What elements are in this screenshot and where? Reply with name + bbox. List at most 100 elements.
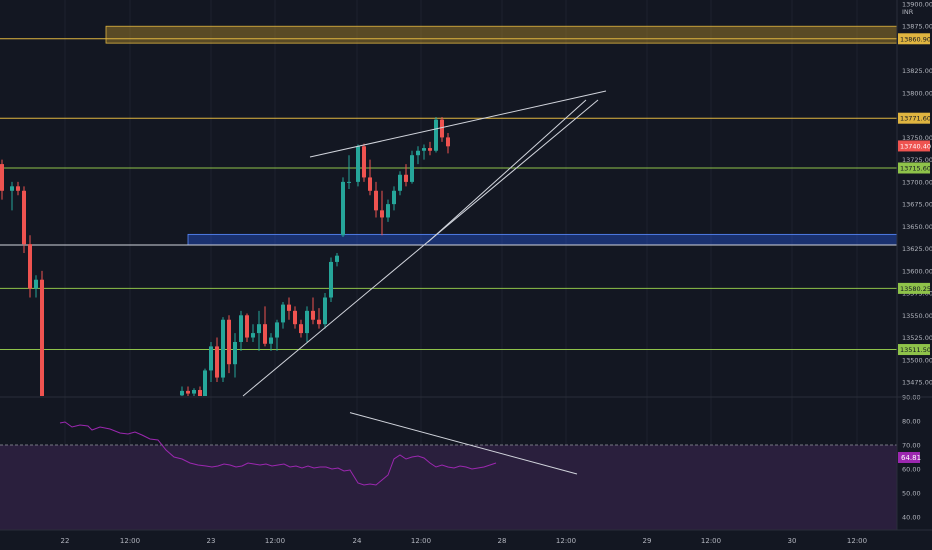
candle[interactable] [180, 386, 184, 396]
candle-body [311, 310, 315, 320]
resistance-zone[interactable] [105, 25, 898, 44]
candle-body [341, 181, 345, 236]
candle[interactable] [0, 159, 4, 200]
candle[interactable] [245, 313, 249, 342]
price-tick-label: 13625.00 [902, 245, 932, 253]
candle-body [356, 146, 360, 182]
candle-body [281, 304, 285, 323]
resistance-price-label: 13860.90 [900, 35, 931, 43]
candle[interactable] [404, 164, 408, 187]
candle[interactable] [22, 186, 26, 254]
trendlines[interactable] [242, 90, 607, 397]
support-price-badge [898, 344, 930, 356]
candle[interactable] [410, 150, 414, 184]
candle-body [317, 319, 321, 325]
candle[interactable] [311, 297, 315, 325]
candle[interactable] [16, 181, 20, 196]
candle-body [398, 174, 402, 191]
candle[interactable] [362, 143, 366, 182]
candle[interactable] [305, 306, 309, 342]
rsi-series-line[interactable] [59, 421, 497, 486]
rsi-band-fill [0, 445, 897, 530]
rsi-trendline[interactable] [349, 412, 578, 475]
candle[interactable] [356, 144, 360, 187]
candle[interactable] [287, 297, 291, 320]
candle[interactable] [347, 155, 351, 189]
candle-body [329, 261, 333, 298]
time-axis[interactable]: 22 12:00 23 12:00 24 12:00 28 12:00 29 12:00 30 12:… [61, 537, 868, 545]
horizontal-levels[interactable] [0, 38, 897, 351]
candle[interactable] [341, 177, 345, 238]
trendline[interactable] [242, 99, 599, 397]
candle[interactable] [392, 186, 396, 211]
resistance-price-badge [898, 33, 930, 45]
candle-body [263, 324, 267, 344]
time-tick-label: 24 [353, 537, 362, 545]
candle[interactable] [434, 116, 438, 153]
candle[interactable] [416, 146, 420, 165]
candle-body [305, 310, 309, 334]
candle[interactable] [10, 181, 14, 211]
candle[interactable] [263, 306, 267, 347]
candle[interactable] [428, 141, 432, 156]
candle[interactable] [317, 308, 321, 329]
candle[interactable] [299, 319, 303, 338]
candle[interactable] [386, 199, 390, 222]
price-tick-label: 13900.00 [902, 1, 932, 9]
candle[interactable] [257, 310, 261, 351]
candle[interactable] [34, 275, 38, 298]
candle[interactable] [227, 315, 231, 374]
candle[interactable] [293, 306, 297, 329]
candle-body [422, 148, 426, 151]
candle[interactable] [440, 116, 444, 142]
candle-body [287, 304, 291, 311]
candle-body [239, 315, 243, 342]
candle-body [186, 390, 190, 394]
candle[interactable] [40, 270, 44, 396]
candle-body [446, 137, 450, 147]
candle[interactable] [215, 337, 219, 382]
trendline[interactable] [309, 90, 607, 158]
rsi-panel[interactable] [0, 412, 897, 530]
candle[interactable] [239, 310, 243, 351]
time-tick-label: 22 [61, 537, 70, 545]
candle[interactable] [198, 386, 202, 396]
candle-body [10, 186, 14, 191]
candle[interactable] [269, 333, 273, 351]
candle[interactable] [380, 190, 384, 236]
demand-zone[interactable] [187, 233, 898, 246]
candle[interactable] [329, 257, 333, 302]
price-tick-label: 13875.00 [902, 23, 932, 31]
candle[interactable] [221, 317, 225, 382]
price-tick-label: 13700.00 [902, 178, 932, 186]
trendline[interactable] [427, 99, 587, 243]
candles[interactable] [0, 116, 450, 396]
candle[interactable] [335, 253, 339, 267]
candle[interactable] [281, 301, 285, 329]
rsi-current-label: 64.81 [901, 454, 921, 462]
candle[interactable] [203, 368, 207, 396]
candle[interactable] [368, 159, 372, 196]
candle[interactable] [192, 388, 196, 396]
candle[interactable] [374, 181, 378, 218]
support-price-badge [898, 282, 930, 294]
candle[interactable] [28, 235, 32, 298]
candle-body [251, 333, 255, 338]
candle[interactable] [446, 132, 450, 154]
candle[interactable] [233, 333, 237, 378]
candle-body [347, 181, 351, 183]
candle[interactable] [398, 171, 402, 196]
candle[interactable] [422, 144, 426, 160]
candle[interactable] [275, 319, 279, 351]
candle-body [392, 190, 396, 205]
price-tick-label: 13550.00 [902, 312, 932, 320]
candle[interactable] [251, 324, 255, 342]
candle[interactable] [323, 293, 327, 329]
price-axis-bg [897, 0, 932, 530]
candle[interactable] [209, 341, 213, 382]
price-tick-label: 13825.00 [902, 67, 932, 75]
candle[interactable] [186, 386, 190, 396]
price-axis[interactable]: 13900.00 13875.00 13825.00 13800.00 13750.00… [896, 0, 932, 530]
candle-body [440, 119, 444, 138]
